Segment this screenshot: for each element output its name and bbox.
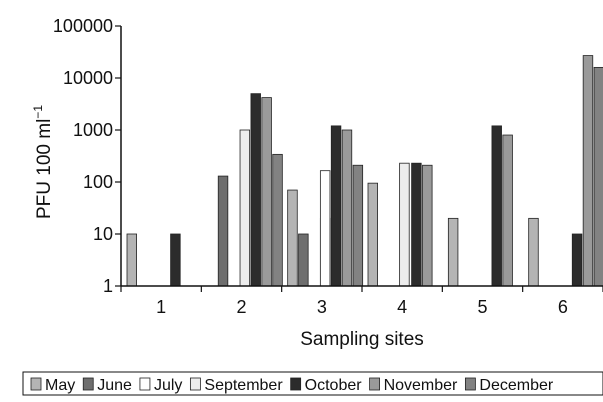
bar-may — [528, 217, 539, 287]
bar-may — [367, 182, 379, 287]
bar-december — [352, 164, 364, 287]
legend-label: July — [154, 377, 182, 394]
bar-june — [298, 233, 309, 287]
legend-swatch — [189, 377, 201, 391]
legend-label: October — [305, 377, 363, 394]
legend-swatch — [30, 377, 42, 391]
legend-swatch — [369, 377, 380, 391]
y-tick-label: 10 — [93, 224, 113, 244]
bar-december — [593, 66, 603, 287]
bar-september — [239, 129, 251, 287]
bar-november — [261, 97, 272, 287]
bar-november — [341, 129, 353, 287]
x-tick-label: 2 — [236, 297, 246, 317]
y-axis-title: PFU 100 ml−1 — [31, 105, 55, 219]
y-tick-label: 100000 — [53, 16, 113, 36]
legend-label: November — [384, 377, 458, 394]
legend-swatch — [290, 377, 302, 391]
bar-november — [502, 134, 513, 287]
x-axis-title: Sampling sites — [300, 329, 424, 350]
bars — [126, 55, 603, 287]
bar-december — [272, 153, 283, 287]
bar-may — [126, 233, 138, 287]
bar-extra — [399, 162, 410, 287]
legend-label: September — [204, 377, 283, 394]
bar-november — [582, 55, 594, 287]
bar-october — [571, 233, 583, 287]
y-axis-title-text: PFU 100 ml — [34, 119, 55, 219]
legend-swatch — [139, 377, 151, 391]
bar-october — [170, 233, 181, 287]
y-tick-label: 10000 — [63, 68, 113, 88]
legend-box — [22, 371, 603, 396]
y-axis: 1 10 100 1000 10000 100000 — [53, 16, 121, 296]
bar-november — [422, 164, 433, 287]
y-axis-title-superscript: −1 — [31, 105, 45, 119]
bar-june — [217, 175, 229, 287]
x-tick-label: 6 — [558, 297, 568, 317]
bar-may — [287, 189, 298, 287]
legend: May June July September October November Decem… — [22, 371, 603, 396]
x-tick-label: 5 — [477, 297, 487, 317]
x-tick-label: 1 — [156, 297, 166, 317]
y-tick-label: 1 — [103, 276, 113, 296]
y-tick-label: 100 — [83, 172, 113, 192]
x-axis: 1 2 3 4 5 6 — [120, 286, 603, 317]
bar-october — [411, 162, 422, 287]
bar-october — [491, 125, 502, 287]
bar-october — [250, 93, 261, 287]
y-tick-label: 1000 — [73, 120, 113, 140]
x-tick-label: 3 — [317, 297, 327, 317]
bar-may — [447, 217, 459, 287]
legend-swatch — [82, 377, 94, 391]
legend-label: December — [479, 377, 553, 394]
legend-label: June — [97, 377, 132, 394]
x-tick-label: 4 — [397, 297, 407, 317]
legend-label: May — [45, 377, 75, 394]
bar-october — [330, 125, 342, 287]
bar-extra — [319, 170, 331, 287]
legend-swatch — [464, 377, 476, 391]
